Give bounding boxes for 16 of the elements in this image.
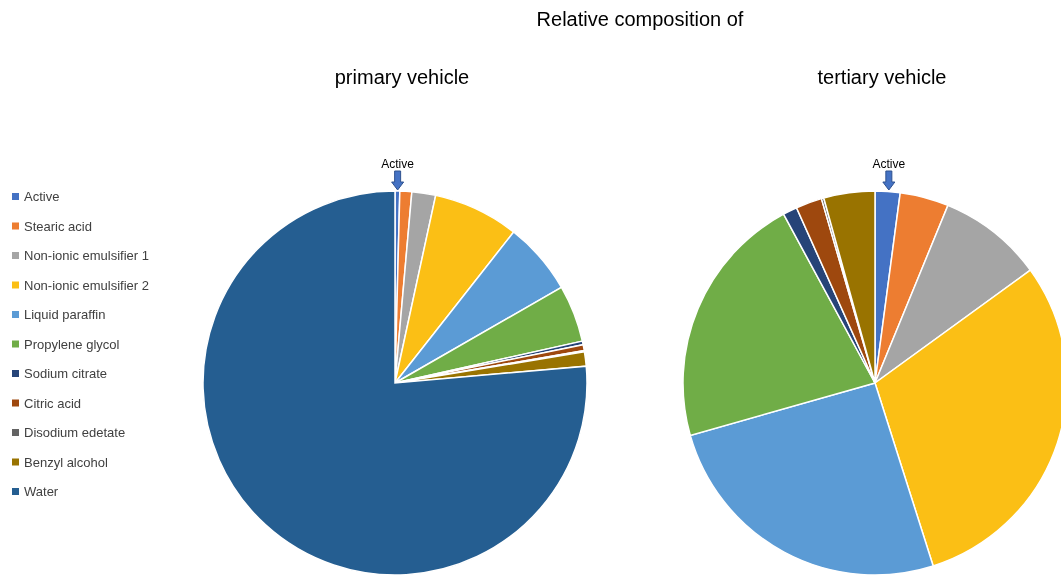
text: Active (872, 157, 906, 171)
legend-label: Propylene glycol (24, 336, 120, 352)
legend-label: Benzyl alcohol (24, 454, 108, 470)
legend-label: Non-ionic emulsifier 2 (24, 277, 149, 293)
legend-label: Disodium edetate (24, 425, 126, 440)
legend-label: Active (24, 189, 60, 204)
legend-label: Sodium citrate (24, 366, 108, 381)
legend-label: Stearic acid (24, 218, 92, 234)
chart-title: tertiary vehicle (817, 66, 947, 88)
legend-label: Citric acid (24, 395, 82, 411)
chart-title: primary vehicle (334, 66, 470, 88)
text: Active (381, 157, 415, 171)
legend-label: Water (24, 484, 59, 499)
text: Relative composition of (536, 8, 744, 30)
legend-label: Non-ionic emulsifier 1 (24, 248, 149, 263)
legend-label: Liquid paraffin (24, 307, 106, 322)
